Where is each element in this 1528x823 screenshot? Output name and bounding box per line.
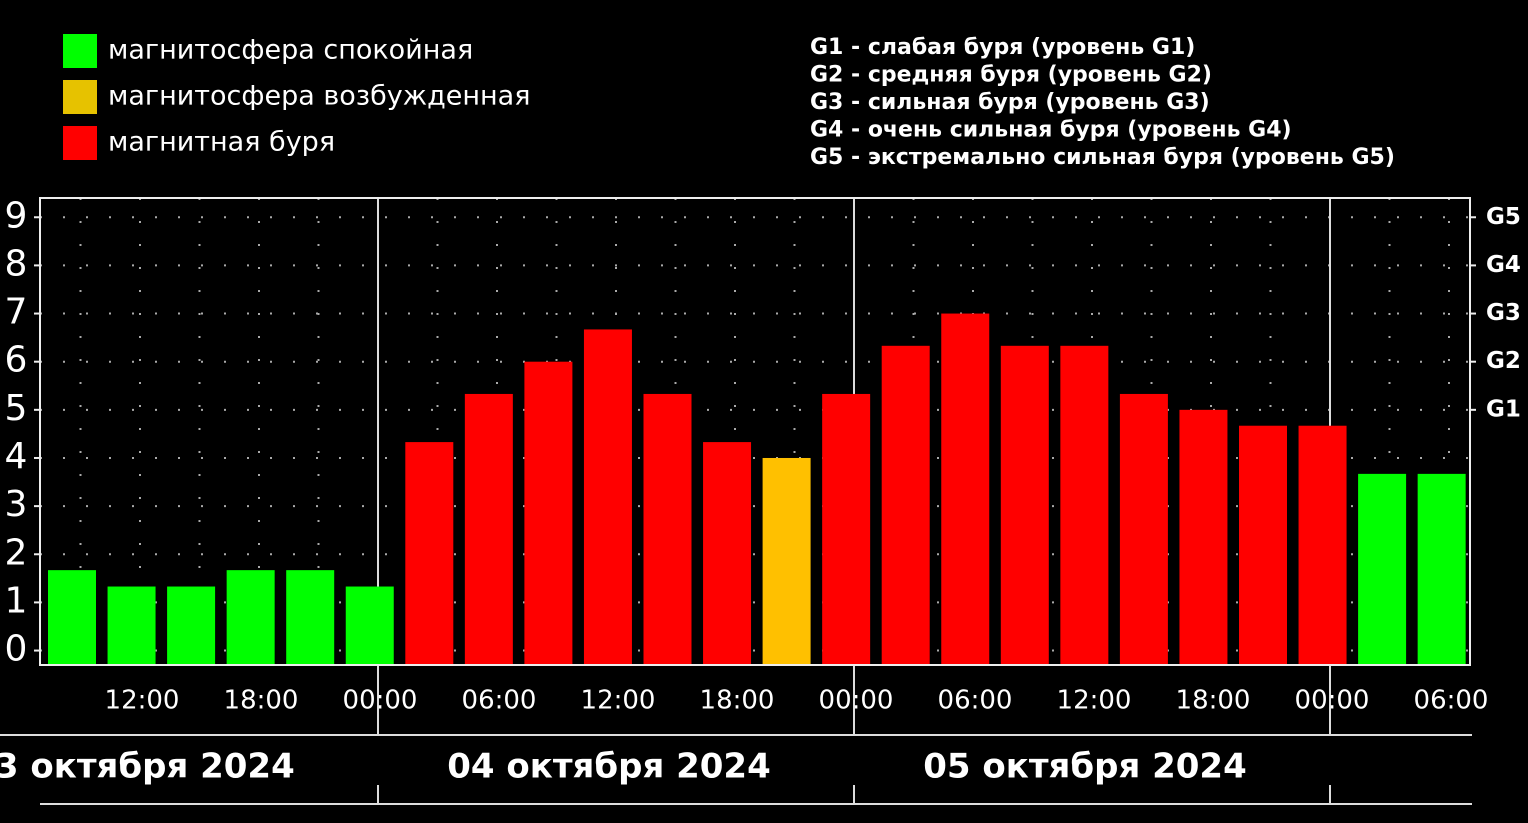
bar — [1358, 473, 1407, 665]
bar — [464, 393, 513, 665]
y-tick-label: 2 — [5, 532, 28, 573]
bar — [226, 570, 275, 665]
x-tick-label: 18:00 — [1176, 686, 1251, 716]
x-tick-label: 18:00 — [224, 686, 299, 716]
bar — [345, 586, 394, 665]
day-label: 04 октября 2024 — [447, 747, 771, 787]
bar — [1298, 425, 1347, 665]
plot-frame — [39, 197, 1471, 666]
bar — [703, 442, 752, 665]
y2-tick-label: G4 — [1486, 252, 1521, 278]
scale-legend-line: G2 - средняя буря (уровень G2) — [810, 63, 1212, 88]
y-tick-label: 7 — [5, 292, 28, 333]
bar — [286, 570, 335, 665]
day-label: 05 октября 2024 — [923, 747, 1247, 787]
x-tick-label: 12:00 — [1057, 686, 1132, 716]
scale-legend-line: G5 - экстремально сильная буря (уровень … — [810, 145, 1395, 170]
bar — [583, 329, 632, 665]
bar — [405, 442, 454, 665]
x-tick-label: 12:00 — [105, 686, 180, 716]
x-tick-label: 06:00 — [462, 686, 537, 716]
bar — [524, 361, 573, 665]
y2-tick-label: G3 — [1486, 300, 1521, 326]
legend-label: магнитосфера возбужденная — [108, 81, 530, 112]
bar — [822, 393, 871, 665]
x-tick-label: 06:00 — [938, 686, 1013, 716]
legend-label: магнитосфера спокойная — [108, 35, 473, 66]
y2-tick-label: G2 — [1486, 348, 1521, 374]
legend-label: магнитная буря — [108, 127, 335, 158]
y2-tick-label: G5 — [1486, 204, 1521, 230]
bar — [1239, 425, 1287, 665]
x-tick-label: 00:00 — [343, 686, 418, 716]
bar — [107, 586, 156, 665]
y-tick-label: 1 — [5, 580, 28, 621]
bar — [1060, 345, 1109, 665]
bar — [941, 313, 990, 665]
bar — [643, 393, 692, 665]
bar — [1417, 473, 1466, 665]
scale-legend-line: G4 - очень сильная буря (уровень G4) — [810, 118, 1292, 143]
bar — [881, 345, 930, 665]
y-tick-label: 4 — [5, 436, 28, 477]
legend-swatch — [63, 126, 97, 160]
scale-legend-line: G3 - сильная буря (уровень G3) — [810, 90, 1210, 115]
legend-swatch — [63, 34, 97, 68]
x-tick-label: 18:00 — [700, 686, 775, 716]
y2-tick-label: G1 — [1486, 396, 1521, 422]
x-tick-label: 06:00 — [1414, 686, 1489, 716]
scale-legend-line: G1 - слабая буря (уровень G1) — [810, 35, 1195, 60]
bar — [1179, 409, 1228, 665]
x-tick-label: 00:00 — [819, 686, 894, 716]
bar — [167, 586, 216, 665]
bar — [762, 457, 811, 665]
day-label: 03 октября 2024 — [0, 747, 295, 787]
bar — [1119, 393, 1168, 665]
y-tick-label: 9 — [5, 195, 28, 236]
bar — [48, 570, 96, 665]
x-tick-label: 00:00 — [1295, 686, 1370, 716]
y-tick-label: 0 — [5, 629, 28, 670]
y-tick-label: 8 — [5, 243, 28, 284]
legend-swatch — [63, 80, 97, 114]
y-tick-label: 5 — [5, 388, 28, 429]
x-tick-label: 12:00 — [581, 686, 656, 716]
bar — [1000, 345, 1049, 665]
y-tick-label: 6 — [5, 340, 28, 381]
y-tick-label: 3 — [5, 484, 28, 525]
